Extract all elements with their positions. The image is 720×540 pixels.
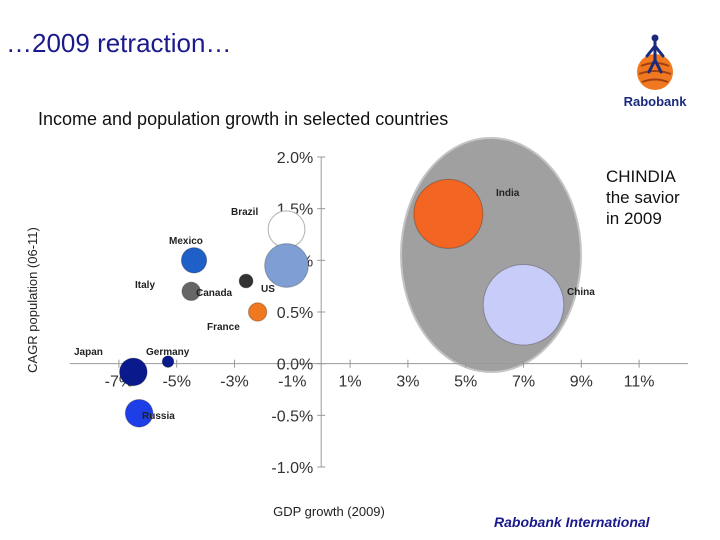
bubble-canada — [238, 273, 254, 289]
x-tick-label: 3% — [396, 374, 419, 391]
y-tick-label: 2.0% — [277, 150, 313, 167]
bubble-label-mexico: Mexico — [169, 236, 203, 247]
y-tick-label: -1.0% — [271, 460, 313, 477]
rabobank-emblem-icon — [637, 34, 673, 90]
bubble-germany — [161, 355, 175, 368]
bubble-russia — [124, 398, 154, 428]
chart-title: Income and population growth in selected… — [38, 109, 449, 129]
bubble-label-russia: Russia — [142, 411, 175, 422]
x-tick-label: 9% — [570, 374, 593, 391]
bubble-label-us: US — [261, 284, 275, 295]
bubble-label-brazil: Brazil — [231, 207, 258, 218]
bubble-label-china: China — [567, 287, 595, 298]
bubble-china — [482, 264, 565, 346]
x-tick-label: -1% — [278, 374, 306, 391]
y-tick-label: -0.5% — [271, 408, 313, 425]
bubble-india — [413, 178, 484, 249]
x-tick-label: 1% — [339, 374, 362, 391]
slide-title: …2009 retraction… — [6, 28, 232, 58]
footer-brand: Rabobank International — [494, 514, 650, 530]
x-axis-label: GDP growth (2009) — [273, 504, 385, 519]
bubble-brazil — [267, 210, 306, 249]
bubble-france — [247, 302, 268, 322]
bubble-mexico — [180, 247, 208, 274]
x-tick-label: -3% — [220, 374, 248, 391]
rabobank-logo: Rabobank — [616, 32, 694, 112]
bubble-label-india: India — [496, 188, 520, 199]
bubble-label-germany: Germany — [146, 347, 190, 358]
bubble-italy — [181, 281, 201, 302]
bubble-label-france: France — [207, 322, 240, 333]
chindia-highlight-ellipse — [400, 137, 582, 373]
bubble-label-japan: Japan — [74, 347, 103, 358]
x-tick-label: 7% — [512, 374, 535, 391]
chindia-callout: CHINDIA the savior in 2009 — [606, 167, 680, 228]
bubble-label-italy: Italy — [135, 280, 155, 291]
bubble-label-canada: Canada — [196, 288, 233, 299]
y-tick-label: 0.0% — [277, 357, 313, 374]
bubble-us — [264, 243, 309, 288]
x-tick-label: -5% — [162, 374, 190, 391]
y-axis-label: CAGR population (06-11) — [25, 227, 40, 373]
y-tick-label: 0.5% — [277, 305, 313, 322]
x-tick-label: 11% — [624, 374, 655, 391]
x-tick-label: 5% — [454, 374, 477, 391]
logo-text: Rabobank — [623, 94, 687, 109]
bubble-japan — [119, 357, 148, 387]
